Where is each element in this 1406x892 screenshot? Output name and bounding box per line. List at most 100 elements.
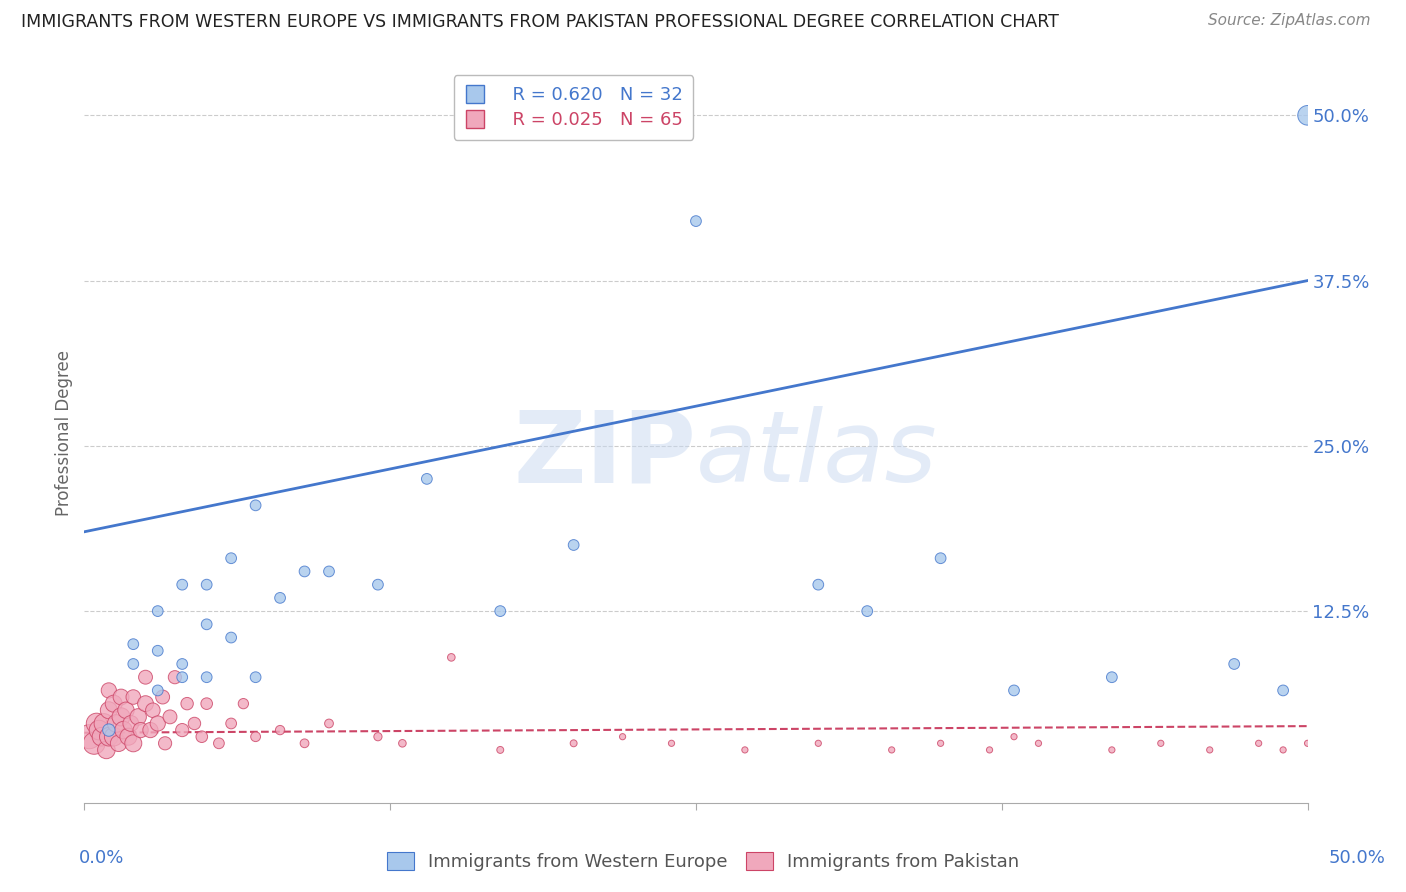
Point (105, 716, 128, 731)
Point (86, 716, 108, 731)
Point (120, 716, 142, 731)
Point (152, 690, 174, 704)
Point (562, 736, 585, 750)
Point (172, 657, 194, 671)
Point (1101, 743, 1123, 757)
Point (93, 716, 115, 731)
Point (96, 743, 118, 757)
Point (219, 716, 242, 731)
Point (122, 637, 145, 651)
Point (489, 604, 512, 618)
Point (318, 565, 340, 579)
Point (146, 604, 169, 618)
Point (97, 683, 120, 698)
Point (159, 710, 181, 724)
Point (856, 604, 879, 618)
Point (562, 538, 585, 552)
Text: 50.0%: 50.0% (1329, 849, 1385, 867)
Point (1002, 683, 1025, 698)
Point (294, 736, 316, 750)
Point (153, 736, 176, 750)
Point (391, 736, 413, 750)
Point (172, 577, 194, 591)
Point (440, 650, 463, 665)
Point (117, 730, 139, 744)
Text: atlas: atlas (696, 407, 938, 503)
Point (129, 723, 152, 737)
Point (139, 723, 162, 737)
Point (97, 730, 120, 744)
Point (122, 657, 145, 671)
Text: IMMIGRANTS FROM WESTERN EUROPE VS IMMIGRANTS FROM PAKISTAN PROFESSIONAL DEGREE C: IMMIGRANTS FROM WESTERN EUROPE VS IMMIGR… (21, 13, 1059, 31)
Point (208, 736, 231, 750)
Point (122, 736, 145, 750)
Point (195, 697, 218, 711)
Point (269, 591, 291, 605)
Point (232, 697, 254, 711)
Point (219, 631, 242, 645)
Point (1150, 736, 1173, 750)
Point (110, 710, 132, 724)
Point (685, 214, 707, 228)
Legend:   R = 0.620   N = 32,   R = 0.025   N = 65: R = 0.620 N = 32, R = 0.025 N = 65 (454, 75, 693, 140)
Point (127, 710, 149, 724)
Point (734, 743, 756, 757)
Point (929, 736, 952, 750)
Point (294, 565, 316, 579)
Point (110, 690, 132, 704)
Point (146, 644, 169, 658)
Point (979, 743, 1001, 757)
Point (880, 743, 903, 757)
Point (176, 697, 198, 711)
Point (172, 723, 194, 737)
Point (245, 499, 267, 513)
Point (245, 670, 267, 684)
Point (807, 577, 830, 591)
Point (163, 670, 186, 684)
Text: ZIP: ZIP (513, 407, 696, 503)
Point (77, 730, 100, 744)
Point (146, 716, 169, 731)
Point (191, 730, 214, 744)
Point (1247, 736, 1270, 750)
Point (183, 716, 205, 731)
Point (142, 703, 165, 717)
Point (195, 670, 218, 684)
Text: 0.0%: 0.0% (79, 849, 124, 867)
Point (112, 723, 135, 737)
Point (83, 736, 105, 750)
Point (489, 743, 512, 757)
Legend: Immigrants from Western Europe, Immigrants from Pakistan: Immigrants from Western Europe, Immigran… (380, 845, 1026, 879)
Point (367, 730, 389, 744)
Point (172, 670, 194, 684)
Point (367, 577, 389, 591)
Point (87, 723, 110, 737)
Point (1296, 108, 1319, 122)
Point (416, 472, 439, 486)
Point (318, 716, 340, 731)
Point (90, 730, 112, 744)
Y-axis label: Professional Degree: Professional Degree (55, 350, 73, 516)
Point (1272, 743, 1295, 757)
Point (195, 617, 218, 632)
Point (146, 683, 169, 698)
Point (1002, 730, 1025, 744)
Point (269, 723, 291, 737)
Point (807, 736, 830, 750)
Point (1296, 736, 1319, 750)
Point (97, 723, 120, 737)
Point (1272, 683, 1295, 698)
Point (1223, 657, 1246, 671)
Text: Source: ZipAtlas.com: Source: ZipAtlas.com (1208, 13, 1371, 29)
Point (929, 551, 952, 566)
Point (219, 551, 242, 566)
Point (245, 730, 267, 744)
Point (1028, 736, 1050, 750)
Point (135, 670, 157, 684)
Point (107, 736, 129, 750)
Point (103, 697, 125, 711)
Point (115, 703, 138, 717)
Point (195, 577, 218, 591)
Point (103, 730, 125, 744)
Point (612, 730, 634, 744)
